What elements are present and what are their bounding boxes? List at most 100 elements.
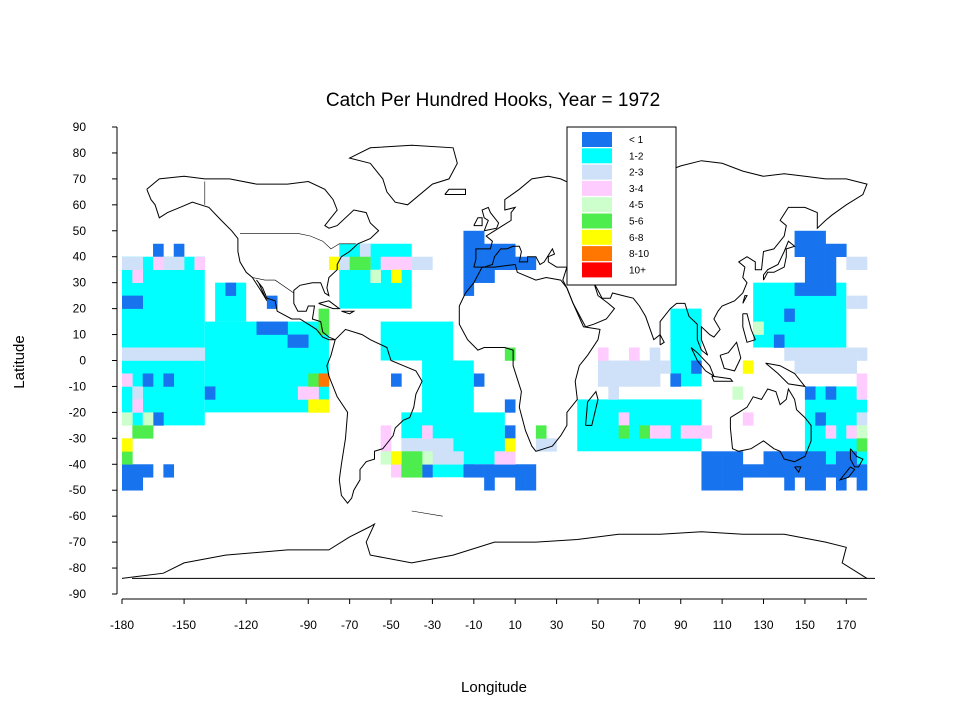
heatmap-cell xyxy=(711,464,723,478)
legend-swatch xyxy=(582,164,612,180)
y-tick-label: -50 xyxy=(69,483,87,497)
x-tick-label: -150 xyxy=(172,618,196,632)
heatmap-cell xyxy=(784,477,795,491)
heatmap-cell xyxy=(856,477,868,491)
heatmap-cell xyxy=(142,464,154,478)
heatmap-cell xyxy=(370,269,381,283)
heatmap-cell xyxy=(794,243,806,258)
coastline xyxy=(348,144,458,206)
heatmap-cell xyxy=(835,451,847,465)
legend-swatch xyxy=(582,229,612,245)
y-tick-label: 80 xyxy=(73,146,87,160)
heatmap-cell xyxy=(784,308,795,322)
heatmap-cell xyxy=(194,347,206,361)
heatmap-cell xyxy=(742,360,754,374)
coastline xyxy=(742,313,756,343)
heatmap-cell xyxy=(835,360,847,374)
coastline xyxy=(585,390,599,426)
legend-label: 2-3 xyxy=(629,168,644,179)
heatmap-cell xyxy=(122,373,133,387)
heatmap-cell xyxy=(815,230,826,245)
heatmap-cell xyxy=(401,256,413,270)
legend-swatch xyxy=(582,262,612,278)
heatmap-cell xyxy=(484,256,495,270)
heatmap-cell xyxy=(639,360,651,374)
heatmap-cell xyxy=(525,477,537,491)
heatmap-cell xyxy=(494,451,506,465)
y-tick-label: 10 xyxy=(73,328,87,342)
heatmap-cell xyxy=(525,256,537,270)
heatmap-cell xyxy=(473,256,485,270)
heatmap-cell xyxy=(422,438,433,452)
heatmap-cell xyxy=(597,373,609,387)
heatmap-cell xyxy=(401,438,413,452)
heatmap-cell xyxy=(794,230,806,245)
heatmap-cell xyxy=(484,477,495,491)
heatmap-cell xyxy=(835,347,847,361)
heatmap-cell xyxy=(804,451,816,465)
heatmap-cell xyxy=(825,360,837,374)
heatmap-cell xyxy=(132,256,143,270)
heatmap-cell xyxy=(422,256,433,270)
border-line xyxy=(411,510,443,517)
heatmap-cell xyxy=(391,256,402,270)
heatmap-cell xyxy=(804,360,816,374)
heatmap-cell xyxy=(122,464,133,478)
heatmap-cell xyxy=(132,399,143,413)
heatmap-cell xyxy=(618,425,630,439)
heatmap-cell xyxy=(473,373,485,387)
heatmap-cell xyxy=(846,256,857,270)
heatmap-cell xyxy=(856,386,868,400)
heatmap-cell xyxy=(494,256,506,270)
coastline xyxy=(763,240,796,281)
heatmap-cell xyxy=(163,464,175,478)
heatmap-cell xyxy=(856,464,868,478)
heatmap-cell xyxy=(691,360,702,374)
axes: 90 80 70 60 50 40 30 20 10 0 -10 -20 -30 -40 -50 -60 -70… xyxy=(69,120,867,632)
heatmap-cell xyxy=(318,373,330,387)
legend: < 1 1-2 2-3 3-4 4-5 5-6 6-8 8-10 10+ xyxy=(566,126,677,286)
heatmap-cell xyxy=(473,269,485,283)
y-tick-label: -30 xyxy=(69,431,87,445)
heatmap-cell xyxy=(132,295,143,309)
coastline xyxy=(121,522,868,579)
heatmap-cell xyxy=(287,334,299,348)
heatmap-cell xyxy=(835,477,847,491)
heatmap-cell xyxy=(132,477,143,491)
y-tick-label: -10 xyxy=(69,379,87,393)
heatmap-cell xyxy=(804,386,816,400)
x-tick-label: -120 xyxy=(234,618,258,632)
heatmap-cell xyxy=(504,256,516,270)
heatmap-cell xyxy=(266,295,278,309)
y-axis-title: Latitude xyxy=(11,335,28,388)
heatmap-cell xyxy=(153,256,164,270)
y-tick-label: -80 xyxy=(69,561,87,575)
heatmap-cell xyxy=(722,451,733,465)
heatmap-cell xyxy=(184,347,195,361)
heatmap-cell xyxy=(629,347,640,361)
coastline xyxy=(742,295,748,304)
heatmap-cell xyxy=(732,451,744,465)
heatmap-cell xyxy=(825,386,837,400)
border-line xyxy=(252,277,294,294)
heatmap-cell xyxy=(411,451,423,465)
heatmap-cell xyxy=(773,334,785,348)
heatmap-cell xyxy=(484,269,495,283)
heatmap-cell xyxy=(711,451,723,465)
legend-label: 10+ xyxy=(629,265,646,276)
heatmap-cell xyxy=(804,282,816,296)
heatmap-cell xyxy=(660,360,671,374)
heatmap-cell xyxy=(804,464,816,478)
y-tick-label: -70 xyxy=(69,535,87,549)
x-tick-label: -70 xyxy=(341,618,359,632)
heatmap-cell xyxy=(173,256,185,270)
heatmap-cell xyxy=(732,464,744,478)
heatmap-cell xyxy=(277,321,288,335)
heatmap-cell xyxy=(308,373,319,387)
heatmap-cell xyxy=(618,412,630,426)
heatmap-cell xyxy=(701,451,713,465)
heatmap-cell xyxy=(546,438,557,452)
heatmap-cells xyxy=(122,230,868,491)
heatmap-cell xyxy=(701,425,713,439)
heatmap-cell xyxy=(122,412,133,426)
